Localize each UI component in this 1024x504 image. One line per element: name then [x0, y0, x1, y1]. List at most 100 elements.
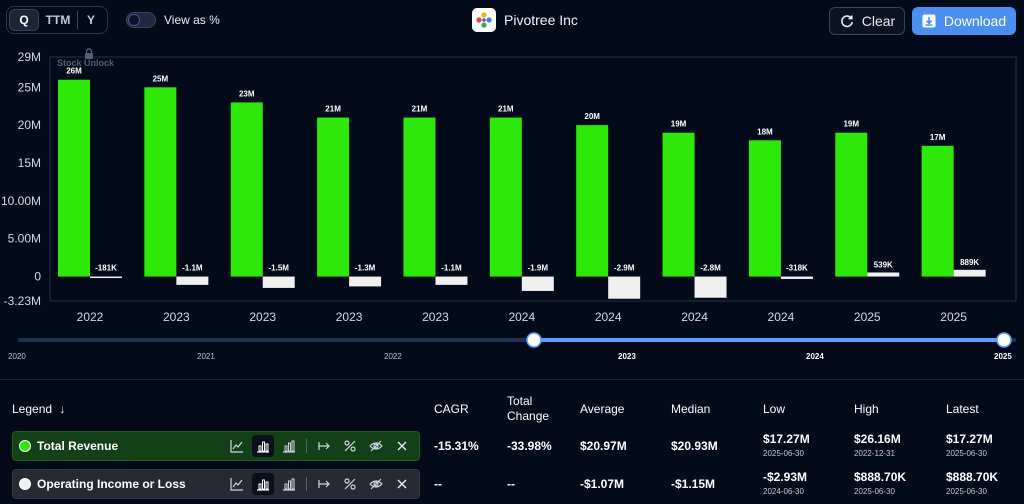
x-tick-label: 2023 [336, 310, 363, 324]
operating-income-bar[interactable] [349, 276, 382, 287]
period-y-button[interactable]: Y [86, 13, 95, 27]
x-tick-label: 2024 [681, 310, 708, 324]
low-cell: -$2.93M 2024-06-30 [763, 470, 807, 496]
high-value: $26.16M [854, 432, 901, 446]
operating-income-data-label: -1.9M [528, 264, 549, 273]
arrow-right-icon[interactable] [313, 435, 335, 457]
period-q-button[interactable]: Q [9, 9, 39, 31]
operating-income-data-label: 539K [874, 260, 893, 269]
revenue-bar[interactable] [489, 117, 522, 277]
percent-icon[interactable] [339, 473, 361, 495]
range-selection[interactable] [534, 338, 1004, 342]
operating-income-bar[interactable] [953, 269, 986, 277]
operating-income-data-label: -1.1M [441, 264, 462, 273]
revenue-data-label: 19M [843, 120, 859, 129]
chart-area: 29M 25M 20M 15M 10.00M 5.00M 0 -3.23M 26M -181K 20… [0, 40, 1024, 330]
percent-icon[interactable] [339, 435, 361, 457]
clear-button[interactable]: Clear [829, 7, 905, 35]
legend-header: Legend ↓ CAGR Total Change Average Media… [0, 392, 1024, 424]
operating-income-data-label: -1.1M [182, 264, 203, 273]
col-total: Total [507, 394, 533, 408]
x-tick-label: 2024 [595, 310, 622, 324]
series-name: Operating Income or Loss [37, 477, 186, 491]
low-date: 2024-06-30 [763, 487, 804, 496]
operating-income-bar[interactable] [262, 276, 295, 288]
toggle-switch[interactable] [126, 12, 156, 28]
stacked-bar-icon[interactable] [278, 473, 300, 495]
median-value: $20.93M [671, 439, 718, 453]
close-icon[interactable] [391, 473, 413, 495]
revenue-data-label: 20M [584, 112, 600, 121]
col-median: Median [671, 402, 711, 416]
col-average: Average [580, 402, 625, 416]
legend-row-total-revenue[interactable]: Total Revenue [12, 431, 420, 461]
view-as-percent-toggle[interactable]: View as % [126, 12, 220, 28]
line-chart-icon[interactable] [226, 473, 248, 495]
operating-income-bar[interactable] [608, 276, 641, 299]
low-cell: $17.27M 2025-06-30 [763, 432, 810, 458]
operating-income-data-label: -2.9M [614, 264, 635, 273]
high-date: 2025-06-30 [854, 487, 895, 496]
bar-chart: 29M 25M 20M 15M 10.00M 5.00M 0 -3.23M 26M -181K 20… [1, 50, 1017, 324]
revenue-data-label: 18M [757, 127, 773, 136]
revenue-bar[interactable] [317, 117, 350, 277]
operating-income-bar[interactable] [521, 276, 554, 291]
legend-title-text: Legend [12, 402, 53, 416]
x-tick-label: 2022 [77, 310, 104, 324]
y-tick-label: 29M [18, 50, 41, 64]
close-icon[interactable] [391, 435, 413, 457]
revenue-bar[interactable] [58, 79, 90, 277]
revenue-bar[interactable] [230, 102, 263, 277]
stacked-bar-icon[interactable] [278, 435, 300, 457]
range-label: 2020 [8, 352, 26, 361]
refresh-icon [840, 15, 853, 28]
period-ttm-button[interactable]: TTM [45, 13, 71, 27]
median-value: -$1.15M [671, 477, 716, 491]
low-date: 2025-06-30 [763, 449, 804, 458]
operating-income-bar[interactable] [435, 276, 468, 285]
cagr-value: -- [434, 477, 442, 491]
company-header: Pivotree Inc [472, 8, 578, 32]
download-button[interactable]: Download [912, 7, 1016, 35]
revenue-bar[interactable] [921, 145, 954, 277]
y-tick-label: 0 [34, 270, 41, 284]
revenue-bar[interactable] [403, 117, 436, 277]
revenue-bar[interactable] [748, 140, 781, 277]
arrow-right-icon[interactable] [313, 473, 335, 495]
date-range-slider[interactable]: 2020 2021 2022 2023 2024 2025 [0, 330, 1024, 370]
divider [306, 477, 307, 491]
bar-chart-icon[interactable] [252, 473, 274, 495]
revenue-bar[interactable] [835, 132, 868, 277]
revenue-bar[interactable] [576, 125, 609, 277]
operating-income-bar[interactable] [694, 276, 727, 298]
eye-hide-icon[interactable] [365, 435, 387, 457]
operating-income-bar[interactable] [90, 276, 122, 279]
legend-title[interactable]: Legend ↓ [12, 402, 65, 416]
lock-icon [85, 48, 93, 59]
low-value: -$2.93M [763, 470, 808, 484]
range-start-handle[interactable] [526, 332, 542, 348]
line-chart-icon[interactable] [226, 435, 248, 457]
operating-income-bar[interactable] [867, 272, 900, 277]
series-color-dot [19, 440, 31, 452]
plot-frame [49, 56, 1017, 302]
operating-income-bar[interactable] [176, 276, 209, 285]
download-label: Download [943, 13, 1007, 29]
download-icon [922, 14, 936, 28]
col-latest: Latest [946, 402, 979, 416]
revenue-data-label: 25M [153, 74, 169, 83]
watermark-text: Stock Unlock [57, 58, 115, 68]
range-end-handle[interactable] [996, 332, 1012, 348]
revenue-bar[interactable] [662, 132, 695, 277]
bar-chart-icon[interactable] [252, 435, 274, 457]
revenue-bar[interactable] [144, 87, 177, 277]
cagr-value: -15.31% [434, 439, 479, 453]
eye-hide-icon[interactable] [365, 473, 387, 495]
y-tick-label: 25M [18, 80, 41, 94]
company-logo-icon [472, 8, 496, 32]
high-cell: $888.70K 2025-06-30 [854, 470, 906, 496]
range-label: 2024 [806, 352, 824, 361]
period-toggle: Q TTM Y [6, 6, 108, 34]
legend-row-operating-income[interactable]: Operating Income or Loss [12, 469, 420, 499]
operating-income-bar[interactable] [780, 276, 813, 279]
